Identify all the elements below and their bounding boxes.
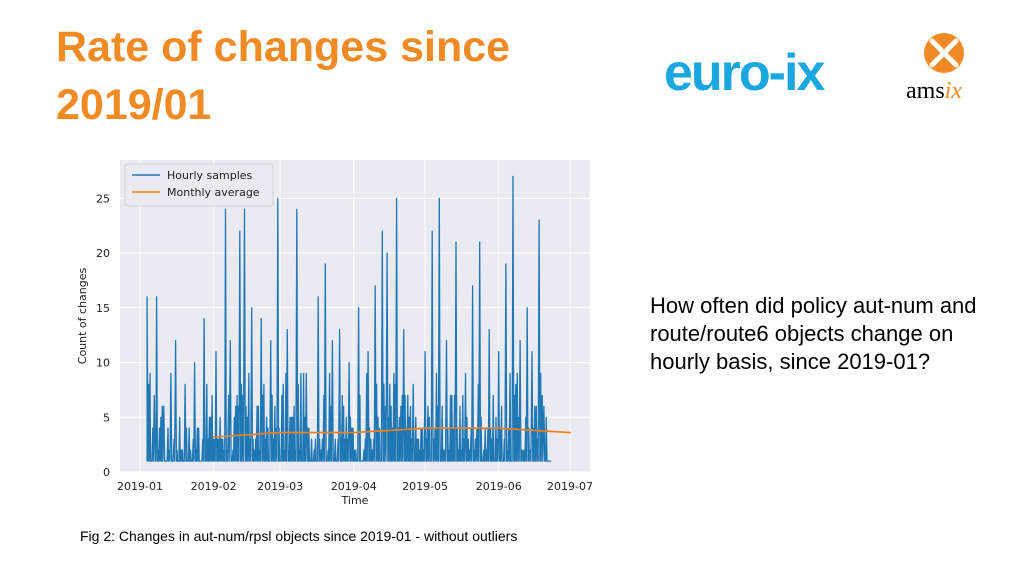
amsix-logo: amsix — [906, 33, 964, 104]
euroix-logo: euro-ix — [664, 44, 825, 102]
x-tick-label: 2019-01 — [117, 480, 163, 493]
legend-label-monthly: Monthly average — [167, 186, 260, 199]
slide-title: Rate of changes since 2019/01 — [56, 18, 616, 134]
y-tick-label: 15 — [96, 302, 110, 315]
legend-label-hourly: Hourly samples — [167, 169, 253, 182]
figure-caption: Fig 2: Changes in aut-num/rpsl objects s… — [80, 528, 518, 544]
amsix-suffix: ix — [945, 78, 963, 104]
x-axis-label: Time — [341, 494, 369, 507]
x-tick-label: 2019-07 — [547, 480, 593, 493]
legend: Hourly samples Monthly average — [124, 163, 274, 207]
x-tick-label: 2019-05 — [402, 480, 448, 493]
x-tick-label: 2019-04 — [331, 480, 377, 493]
amsix-x-mark — [929, 38, 959, 68]
monthly-average-points — [212, 427, 571, 438]
monthly-average-point — [352, 431, 355, 434]
monthly-average-point — [212, 436, 215, 438]
monthly-average-line — [213, 427, 571, 438]
monthly-average-point — [569, 431, 571, 434]
legend-box — [124, 163, 274, 207]
amsix-wordmark: amsix — [906, 78, 962, 104]
y-tick-label: 20 — [96, 247, 110, 260]
logo-bar: euro-ix amsix — [664, 33, 964, 104]
y-tick-label: 10 — [96, 357, 110, 370]
y-tick-label: 25 — [96, 192, 110, 205]
x-tick-label: 2019-06 — [476, 480, 522, 493]
x-tick-labels: 2019-01 2019-02 2019-03 2019-04 2019-05 2019-… — [117, 480, 593, 493]
x-tick-label: 2019-02 — [191, 480, 237, 493]
y-tick-label: 0 — [103, 466, 110, 479]
slide-title-text: Rate of changes since 2019/01 — [56, 23, 511, 129]
amsix-prefix: ams — [906, 78, 945, 104]
slide-description: How often did policy aut-num and route/r… — [650, 293, 977, 374]
hourly-samples-line — [146, 175, 552, 462]
monthly-average-point — [424, 427, 426, 430]
y-axis-label: Count of changes — [76, 267, 89, 364]
x-tick-label: 2019-03 — [257, 480, 303, 493]
y-tick-labels: 0 5 10 15 20 25 — [96, 192, 110, 479]
monthly-average-point — [279, 431, 282, 434]
monthly-average-point — [497, 427, 500, 430]
y-tick-label: 5 — [103, 411, 110, 424]
